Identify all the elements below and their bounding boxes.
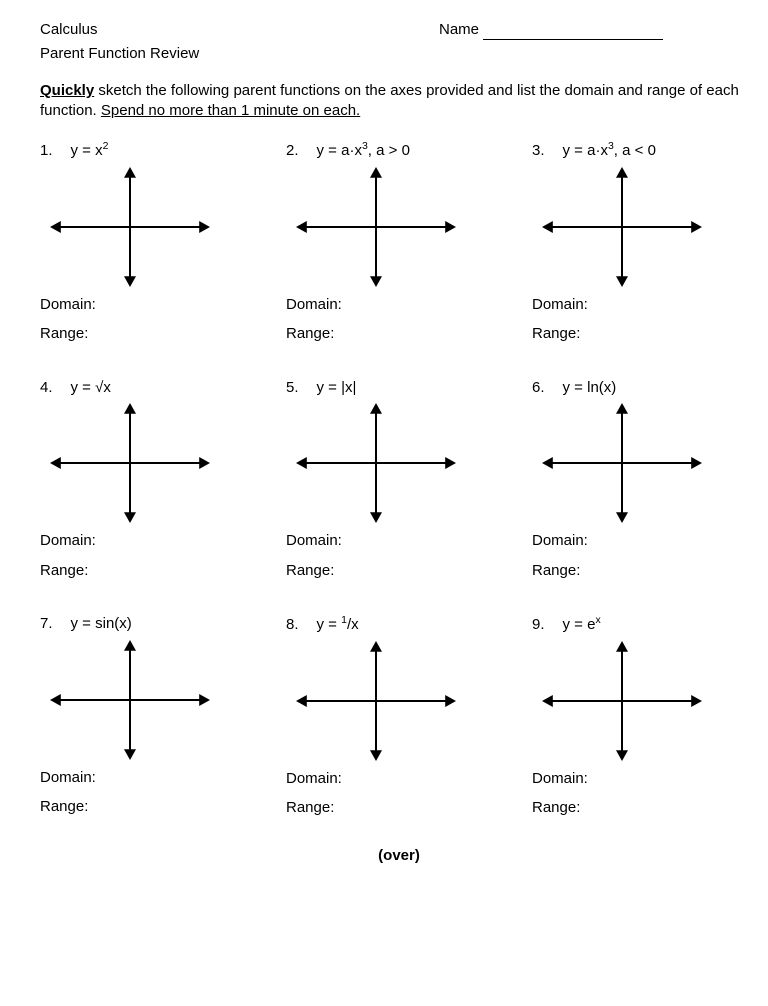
axes-plot — [542, 403, 702, 523]
problem-number: 5. — [286, 378, 299, 398]
problem-number: 1. — [40, 141, 53, 161]
course-title: Calculus — [40, 20, 359, 40]
problem-3: 3. y = a·x3, a < 0 Domain: Range: — [532, 140, 758, 354]
range-label: Range: — [40, 797, 266, 817]
axes-plot — [50, 167, 210, 287]
domain-label: Domain: — [532, 531, 758, 551]
worksheet-subtitle: Parent Function Review — [40, 44, 758, 64]
domain-label: Domain: — [40, 295, 266, 315]
axes-plot — [296, 641, 456, 761]
range-label: Range: — [532, 324, 758, 344]
instructions-text: Quickly sketch the following parent func… — [40, 81, 758, 120]
problem-equation: y = x2 — [71, 140, 109, 161]
problem-6: 6. y = ln(x) Domain: Range: — [532, 378, 758, 591]
page-footer: (over) — [40, 846, 758, 866]
problem-number: 8. — [286, 615, 299, 635]
axes-plot — [50, 640, 210, 760]
axes-plot — [296, 403, 456, 523]
name-input-line[interactable] — [483, 39, 663, 40]
range-label: Range: — [286, 561, 512, 581]
axes-plot — [542, 641, 702, 761]
range-label: Range: — [286, 324, 512, 344]
problem-number: 2. — [286, 141, 299, 161]
problem-7: 7. y = sin(x) Domain: Range: — [40, 614, 266, 828]
problem-equation: y = a·x3, a < 0 — [563, 140, 656, 161]
problem-2: 2. y = a·x3, a > 0 Domain: Range: — [286, 140, 512, 354]
problem-4: 4. y = √x Domain: Range: — [40, 378, 266, 591]
axes-plot — [296, 167, 456, 287]
problem-1: 1. y = x2 Domain: Range: — [40, 140, 266, 354]
problem-equation: y = ex — [563, 614, 601, 635]
domain-label: Domain: — [40, 531, 266, 551]
range-label: Range: — [286, 798, 512, 818]
instructions-tail: Spend no more than 1 minute on each. — [101, 102, 360, 119]
problem-number: 3. — [532, 141, 545, 161]
instructions-lead: Quickly — [40, 82, 94, 99]
axes-plot — [50, 403, 210, 523]
problem-equation: y = a·x3, a > 0 — [317, 140, 410, 161]
range-label: Range: — [40, 561, 266, 581]
problem-number: 6. — [532, 378, 545, 398]
problem-number: 9. — [532, 615, 545, 635]
problem-equation: y = ln(x) — [563, 378, 617, 398]
domain-label: Domain: — [40, 768, 266, 788]
problem-number: 4. — [40, 378, 53, 398]
problem-equation: y = √x — [71, 378, 111, 398]
problem-8: 8. y = 1/x Domain: Range: — [286, 614, 512, 828]
range-label: Range: — [532, 561, 758, 581]
domain-label: Domain: — [286, 769, 512, 789]
domain-label: Domain: — [286, 531, 512, 551]
axes-plot — [542, 167, 702, 287]
problems-grid: 1. y = x2 Domain: Range: 2. y = a·x3, a … — [40, 140, 758, 828]
range-label: Range: — [532, 798, 758, 818]
range-label: Range: — [40, 324, 266, 344]
domain-label: Domain: — [532, 295, 758, 315]
problem-equation: y = |x| — [317, 378, 357, 398]
name-label: Name — [439, 21, 479, 38]
domain-label: Domain: — [286, 295, 512, 315]
problem-equation: y = sin(x) — [71, 614, 132, 634]
problem-number: 7. — [40, 614, 53, 634]
problem-5: 5. y = |x| Domain: Range: — [286, 378, 512, 591]
problem-equation: y = 1/x — [317, 614, 359, 635]
problem-9: 9. y = ex Domain: Range: — [532, 614, 758, 828]
domain-label: Domain: — [532, 769, 758, 789]
